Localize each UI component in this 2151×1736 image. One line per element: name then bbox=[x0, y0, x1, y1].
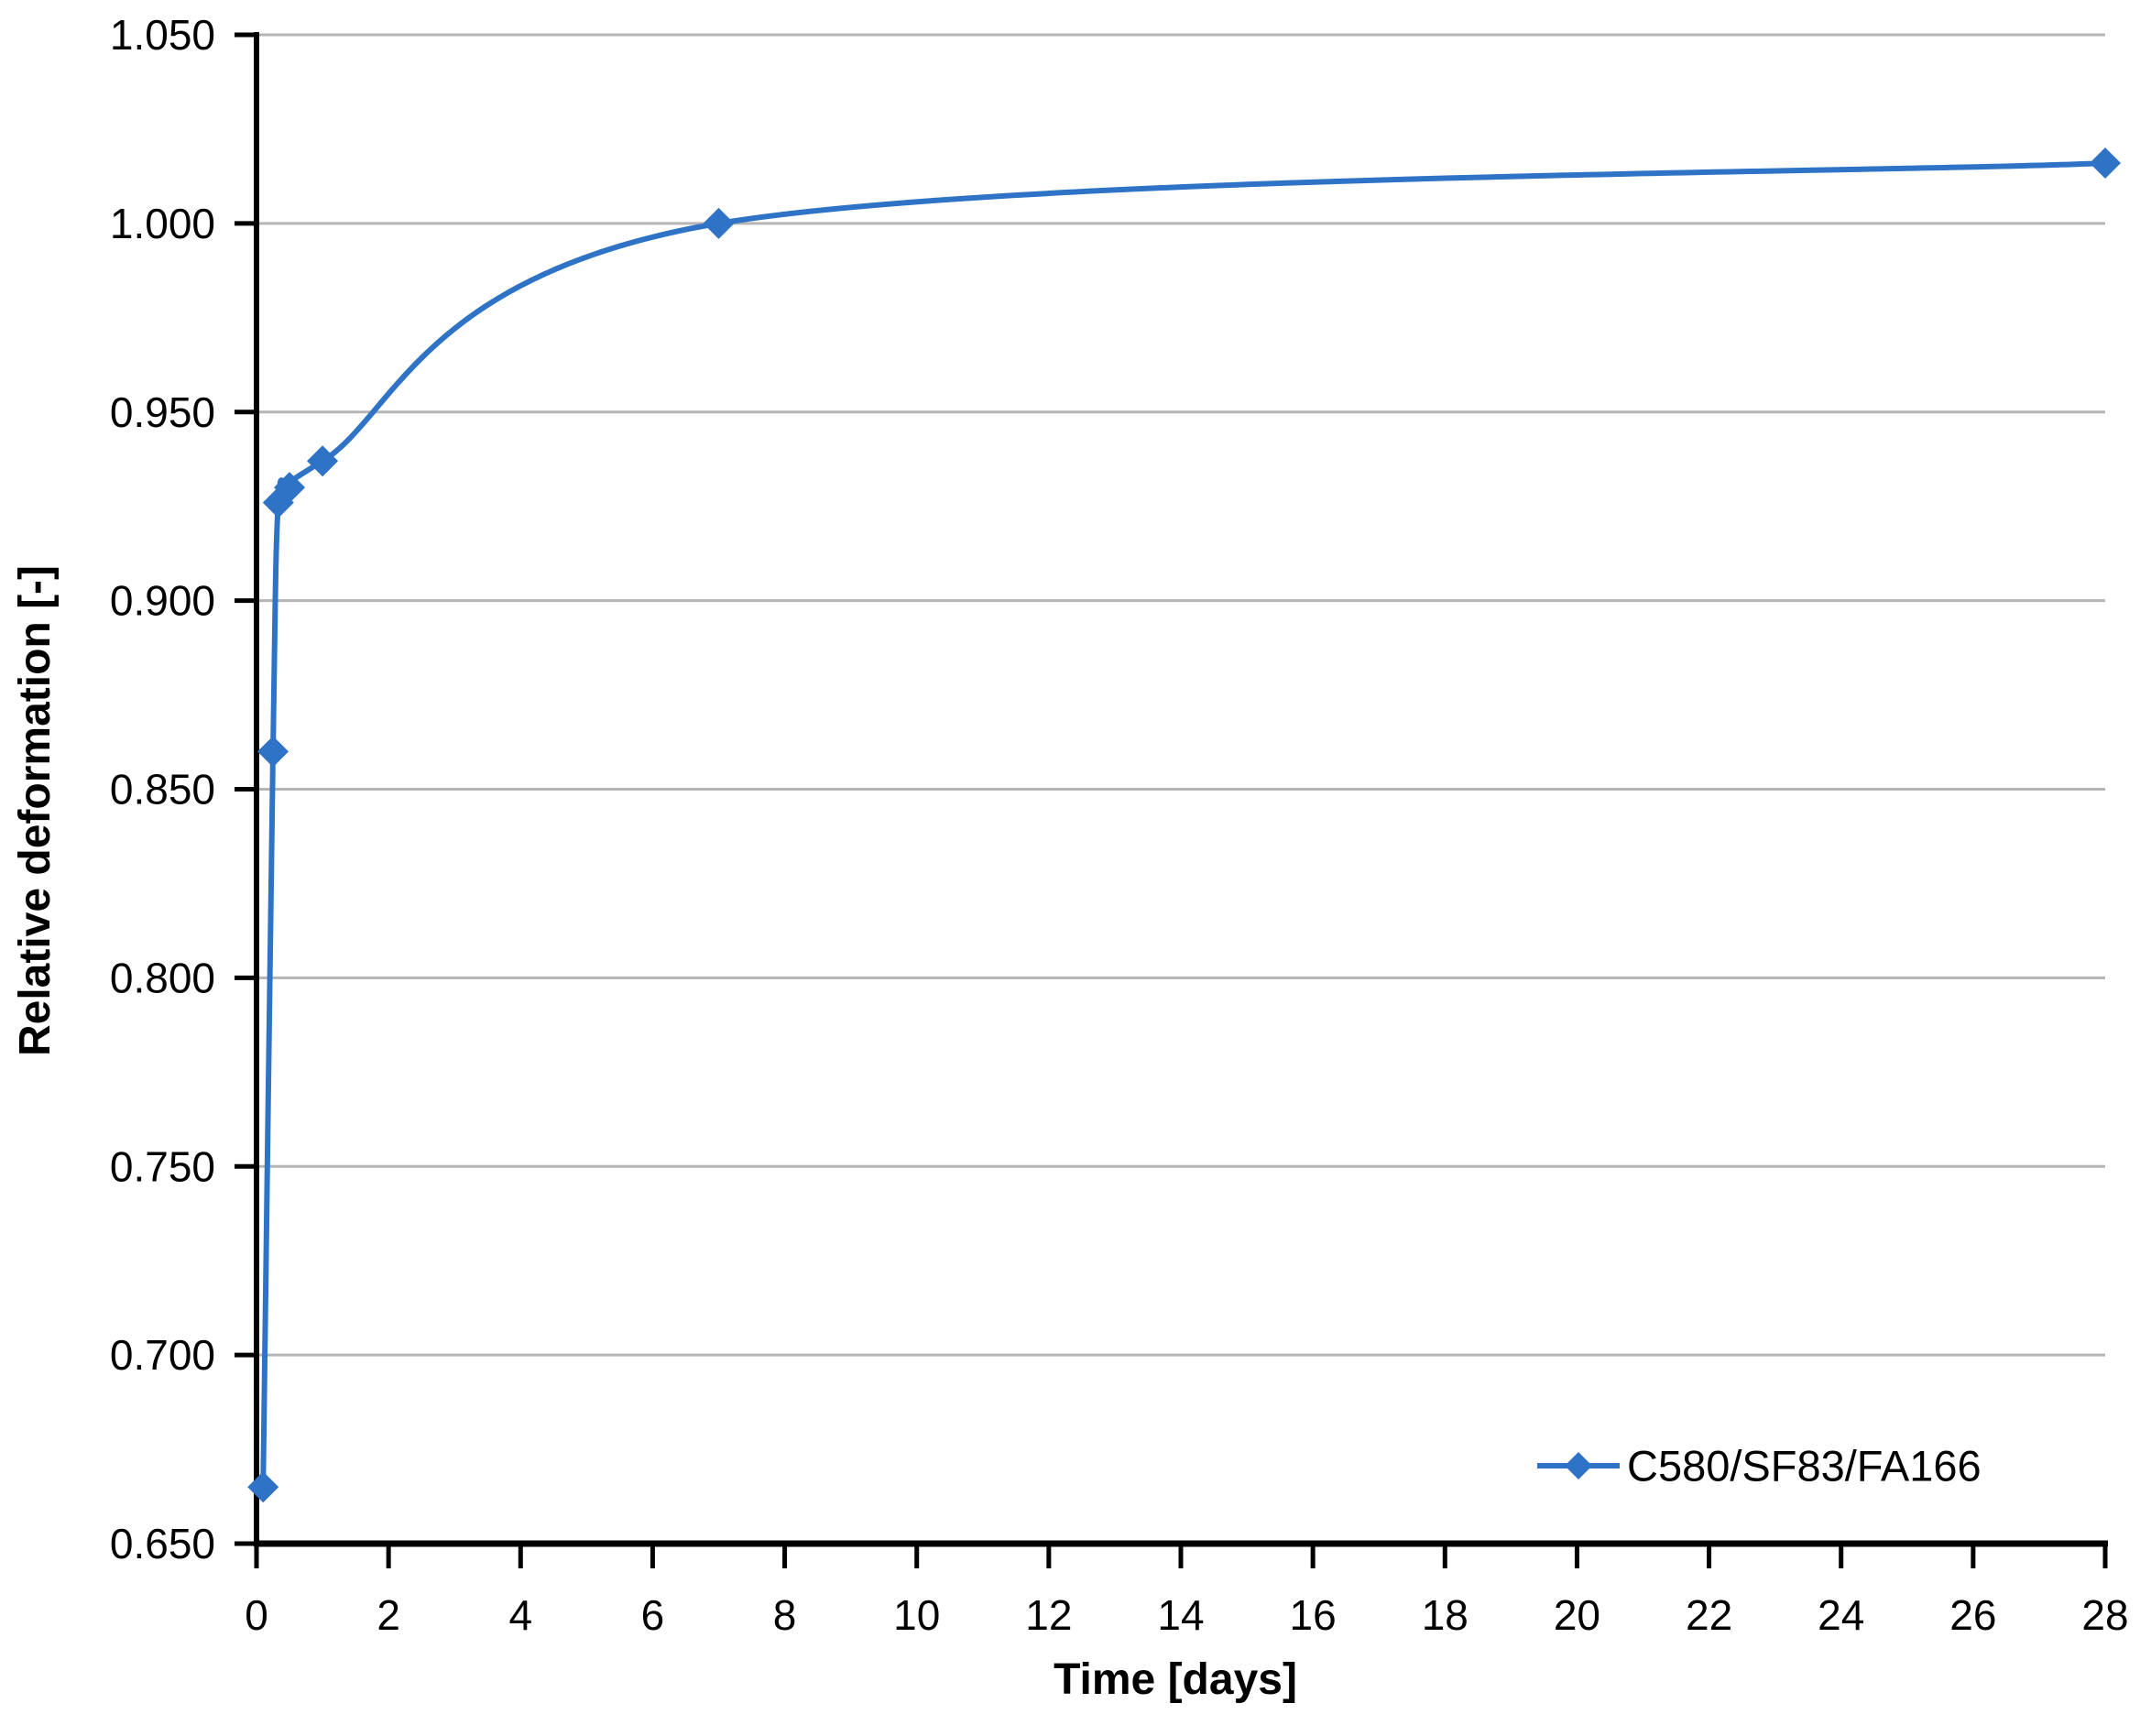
x-tick-label: 16 bbox=[1290, 1591, 1337, 1639]
data-point-marker bbox=[247, 1471, 279, 1503]
x-axis-tick-labels: 0 2 4 6 8 10 12 14 16 18 20 22 24 26 28 bbox=[245, 1591, 2128, 1639]
data-point-marker bbox=[274, 472, 306, 504]
x-tick-label: 4 bbox=[508, 1591, 532, 1639]
y-tick-label: 0.750 bbox=[110, 1142, 215, 1190]
x-tick-label: 24 bbox=[1818, 1591, 1864, 1639]
data-point-marker bbox=[307, 445, 339, 477]
x-tick-label: 18 bbox=[1422, 1591, 1469, 1639]
y-tick-label: 0.650 bbox=[110, 1520, 215, 1567]
legend-label: C580/SF83/FA166 bbox=[1627, 1441, 1982, 1490]
x-tick-label: 0 bbox=[245, 1591, 268, 1639]
data-point-marker bbox=[257, 736, 289, 768]
x-tick-label: 20 bbox=[1554, 1591, 1600, 1639]
x-tick-label: 6 bbox=[641, 1591, 665, 1639]
series-line-group bbox=[247, 147, 2121, 1503]
x-tick-label: 14 bbox=[1157, 1591, 1204, 1639]
x-tick-label: 28 bbox=[2081, 1591, 2128, 1639]
y-tick-label: 0.850 bbox=[110, 766, 215, 813]
x-tick-label: 22 bbox=[1686, 1591, 1732, 1639]
x-tick-label: 12 bbox=[1025, 1591, 1072, 1639]
data-point-marker bbox=[703, 207, 735, 239]
legend-diamond-icon bbox=[1565, 1452, 1592, 1479]
y-tick-label: 0.700 bbox=[110, 1331, 215, 1379]
x-tick-label: 10 bbox=[893, 1591, 940, 1639]
series-line bbox=[260, 160, 2108, 1490]
data-point-marker bbox=[2090, 147, 2121, 179]
x-tick-label: 26 bbox=[1949, 1591, 1996, 1639]
y-axis-title: Relative deformation [-] bbox=[11, 565, 60, 1056]
x-tick-label: 8 bbox=[773, 1591, 797, 1639]
y-tick-label: 0.950 bbox=[110, 388, 215, 436]
x-tick-label: 2 bbox=[377, 1591, 400, 1639]
axes bbox=[235, 32, 2108, 1568]
y-tick-label: 0.800 bbox=[110, 954, 215, 1001]
y-tick-label: 1.000 bbox=[110, 200, 215, 247]
legend: C580/SF83/FA166 bbox=[1537, 1441, 1982, 1490]
y-tick-label: 0.900 bbox=[110, 577, 215, 625]
y-tick-label: 1.050 bbox=[110, 11, 215, 59]
gridlines bbox=[257, 33, 2105, 1357]
x-axis-title: Time [days] bbox=[1054, 1655, 1297, 1704]
y-axis-tick-labels: 0.650 0.700 0.750 0.800 0.850 0.900 0.950 1.000… bbox=[110, 11, 215, 1567]
